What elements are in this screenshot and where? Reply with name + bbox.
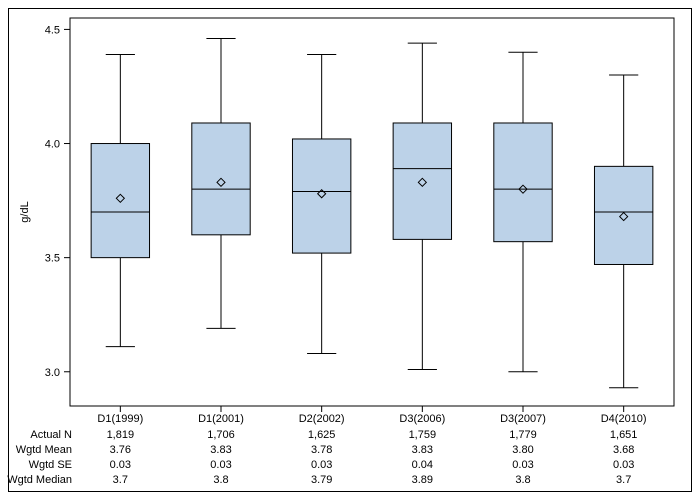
outer-frame [8, 8, 692, 492]
